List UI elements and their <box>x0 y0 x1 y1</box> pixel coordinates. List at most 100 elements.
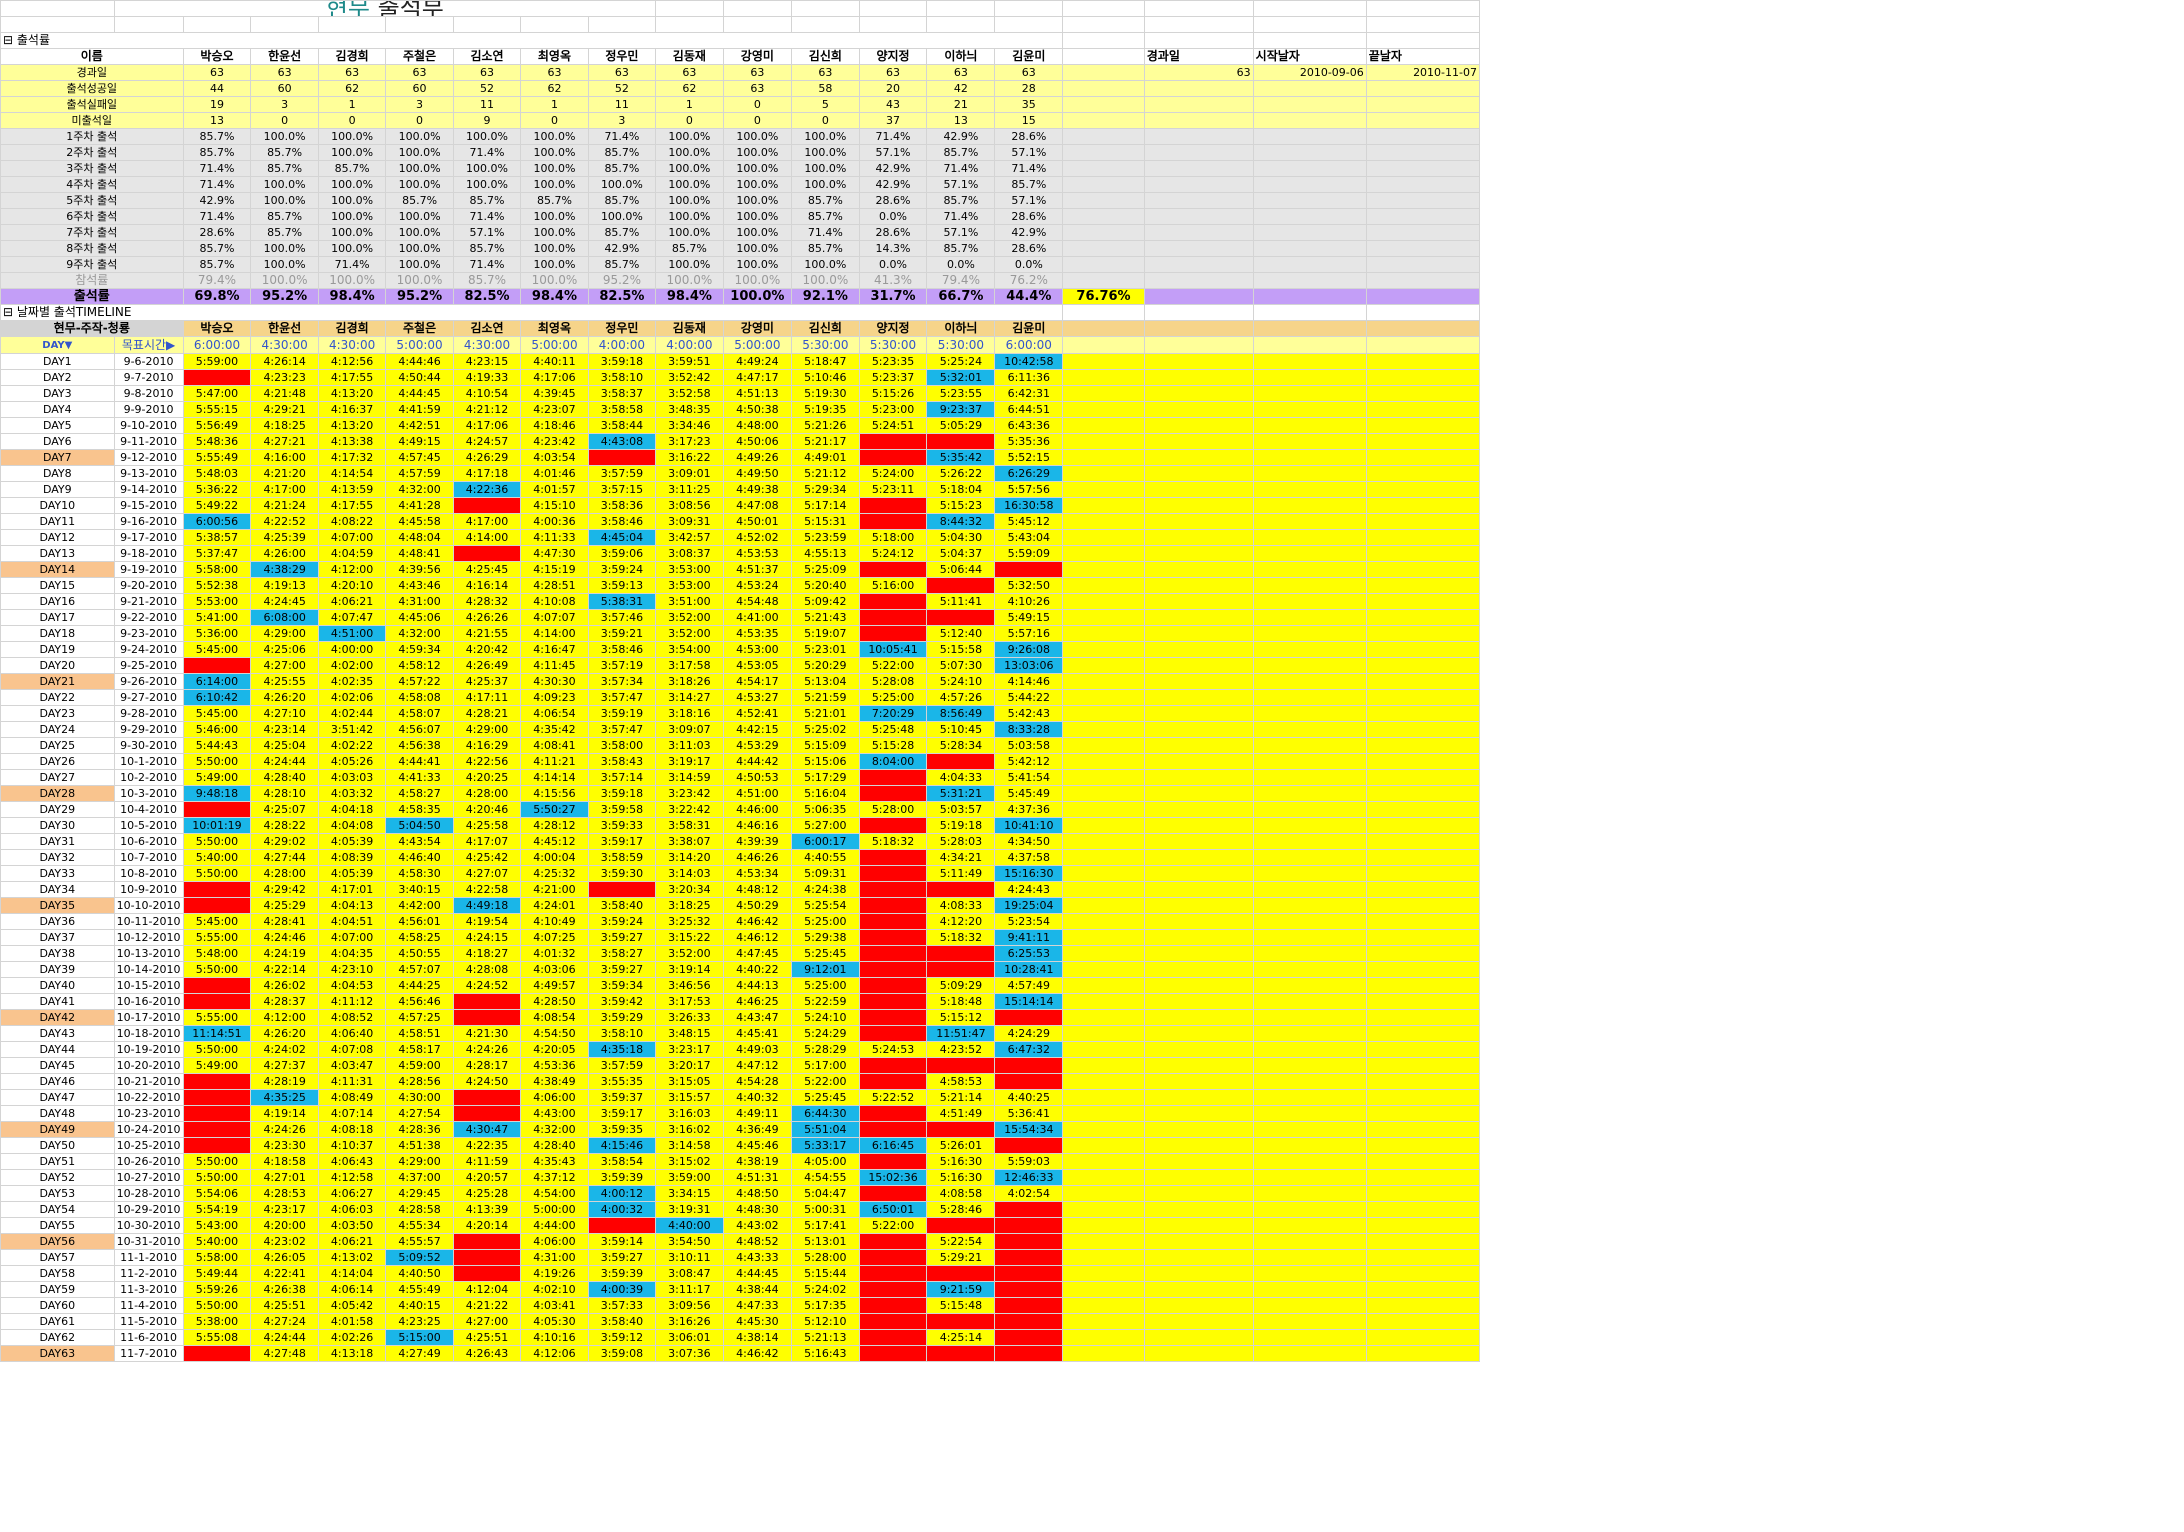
time-cell[interactable]: 5:42:12 <box>994 753 1064 770</box>
late-time-cell[interactable]: 5:33:17 <box>791 1137 860 1154</box>
time-cell[interactable]: 4:58:51 <box>385 1025 454 1042</box>
empty-cell[interactable] <box>1365 240 1481 257</box>
time-cell[interactable]: 5:28:00 <box>858 801 928 818</box>
time-cell[interactable]: 4:17:11 <box>452 689 522 706</box>
missed-cell[interactable] <box>994 1057 1064 1074</box>
week-value[interactable]: 100.0% <box>791 176 860 193</box>
time-cell[interactable]: 3:59:24 <box>587 561 657 578</box>
time-cell[interactable]: 5:15:26 <box>858 385 928 402</box>
missed-cell[interactable] <box>452 497 522 514</box>
empty-cell[interactable] <box>1365 1345 1481 1362</box>
goal-label[interactable]: DAY▼ <box>0 336 115 354</box>
late-time-cell[interactable]: 5:50:27 <box>520 801 589 818</box>
week-value[interactable]: 85.7% <box>587 192 657 209</box>
time-cell[interactable]: 5:43:04 <box>994 529 1064 546</box>
goal-time[interactable]: 4:00:00 <box>587 336 657 354</box>
empty-cell[interactable] <box>1143 385 1254 402</box>
late-time-cell[interactable]: 6:47:32 <box>994 1041 1064 1058</box>
time-cell[interactable]: 4:16:14 <box>452 577 522 594</box>
day-date[interactable]: 9-19-2010 <box>113 561 184 578</box>
time-cell[interactable]: 4:11:33 <box>520 529 589 546</box>
day-date[interactable]: 10-17-2010 <box>113 1009 184 1026</box>
empty-cell[interactable] <box>1365 208 1481 225</box>
time-cell[interactable]: 3:58:31 <box>655 817 724 834</box>
empty-cell[interactable] <box>1365 609 1481 626</box>
time-cell[interactable]: 4:26:02 <box>250 977 319 994</box>
stat-value[interactable]: 0 <box>655 112 724 129</box>
time-cell[interactable]: 5:28:00 <box>791 1249 860 1266</box>
day-date[interactable]: 10-12-2010 <box>113 929 184 946</box>
day-date[interactable]: 9-21-2010 <box>113 593 184 610</box>
attendance-value[interactable]: 79.4% <box>926 272 996 289</box>
week-value[interactable]: 100.0% <box>791 144 860 161</box>
time-cell[interactable]: 4:23:07 <box>520 401 589 418</box>
time-cell[interactable]: 4:46:25 <box>722 993 793 1010</box>
time-cell[interactable]: 4:05:26 <box>317 753 387 770</box>
missed-cell[interactable] <box>858 1345 928 1362</box>
time-cell[interactable]: 4:20:46 <box>452 801 522 818</box>
stat-value[interactable]: 28 <box>994 80 1064 97</box>
day-date[interactable]: 9-25-2010 <box>113 657 184 674</box>
empty-cell[interactable] <box>1062 577 1145 594</box>
empty-cell[interactable] <box>1365 961 1481 978</box>
stat-value[interactable]: 13 <box>926 112 996 129</box>
week-value[interactable]: 100.0% <box>520 176 589 193</box>
empty-cell[interactable] <box>1252 208 1367 225</box>
time-cell[interactable]: 6:11:36 <box>994 369 1064 386</box>
empty-cell[interactable] <box>1143 1313 1254 1330</box>
missed-cell[interactable] <box>858 609 928 626</box>
week-value[interactable]: 100.0% <box>520 160 589 177</box>
time-cell[interactable]: 5:21:12 <box>791 465 860 482</box>
empty-cell[interactable] <box>1143 1217 1254 1234</box>
day-date[interactable]: 11-7-2010 <box>113 1345 184 1362</box>
time-cell[interactable]: 3:59:08 <box>587 1345 657 1362</box>
time-cell[interactable]: 4:13:18 <box>317 1345 387 1362</box>
time-cell[interactable]: 4:06:00 <box>520 1089 589 1106</box>
time-cell[interactable]: 5:06:35 <box>791 801 860 818</box>
time-cell[interactable]: 4:49:50 <box>722 465 793 482</box>
time-cell[interactable]: 5:55:00 <box>182 1009 252 1026</box>
time-cell[interactable]: 5:12:10 <box>791 1313 860 1330</box>
time-cell[interactable]: 5:53:00 <box>182 593 252 610</box>
time-cell[interactable]: 5:18:32 <box>858 833 928 850</box>
empty-cell[interactable] <box>926 16 996 33</box>
late-time-cell[interactable]: 5:51:04 <box>791 1121 860 1138</box>
late-time-cell[interactable]: 6:26:29 <box>994 465 1064 482</box>
empty-cell[interactable] <box>1062 369 1145 386</box>
empty-cell[interactable] <box>1252 353 1367 370</box>
empty-cell[interactable] <box>1062 1345 1145 1362</box>
time-cell[interactable]: 4:01:46 <box>520 465 589 482</box>
late-time-cell[interactable]: 5:04:50 <box>385 817 454 834</box>
empty-cell[interactable] <box>1143 897 1254 914</box>
day-label[interactable]: DAY38 <box>0 945 115 962</box>
time-cell[interactable]: 5:15:28 <box>858 737 928 754</box>
time-cell[interactable]: 4:24:15 <box>452 929 522 946</box>
time-cell[interactable]: 4:20:14 <box>452 1217 522 1234</box>
attendance-value[interactable]: 100.0% <box>520 272 589 289</box>
empty-cell[interactable] <box>1252 497 1367 514</box>
time-cell[interactable]: 4:02:44 <box>317 705 387 722</box>
time-cell[interactable]: 5:28:29 <box>791 1041 860 1058</box>
time-cell[interactable]: 4:50:38 <box>722 401 793 418</box>
time-cell[interactable]: 4:03:06 <box>520 961 589 978</box>
empty-cell[interactable] <box>1062 625 1145 642</box>
missed-cell[interactable] <box>858 817 928 834</box>
goal-time[interactable]: 4:00:00 <box>655 336 724 354</box>
empty-cell[interactable] <box>1365 657 1481 674</box>
empty-cell[interactable] <box>1143 465 1254 482</box>
student-name[interactable]: 강영미 <box>722 48 793 65</box>
empty-cell[interactable] <box>1143 192 1254 209</box>
time-cell[interactable]: 3:14:58 <box>655 1137 724 1154</box>
time-cell[interactable]: 3:58:40 <box>587 897 657 914</box>
stat-value[interactable]: 3 <box>385 96 454 113</box>
day-label[interactable]: DAY26 <box>0 753 115 770</box>
week-value[interactable]: 100.0% <box>520 240 589 257</box>
day-label[interactable]: DAY59 <box>0 1281 115 1298</box>
empty-cell[interactable] <box>1365 529 1481 546</box>
time-cell[interactable]: 4:17:32 <box>317 449 387 466</box>
time-cell[interactable]: 5:26:22 <box>926 465 996 482</box>
rate-value[interactable]: 66.7% <box>926 288 996 305</box>
time-cell[interactable]: 4:46:26 <box>722 849 793 866</box>
time-cell[interactable]: 4:27:54 <box>385 1105 454 1122</box>
time-cell[interactable]: 4:23:25 <box>385 1313 454 1330</box>
